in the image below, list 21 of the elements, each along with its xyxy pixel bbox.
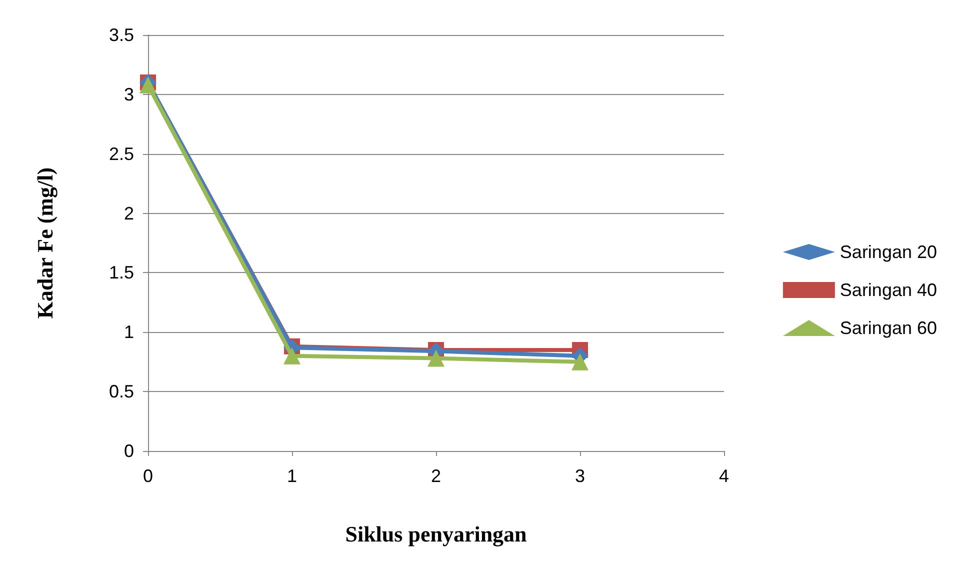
y-axis-title: Kadar Fe (mg/l) (32, 167, 58, 319)
y-tick-label: 3.5 (108, 25, 134, 45)
y-tick-label: 3 (124, 84, 134, 104)
legend-label: Saringan 20 (840, 242, 938, 262)
y-tick-label: 0.5 (108, 382, 134, 402)
x-axis-title: Siklus penyaringan (345, 522, 527, 546)
point (572, 353, 588, 370)
x-tick-label: 3 (574, 466, 586, 486)
point (284, 347, 300, 364)
legend-label: Saringan 40 (840, 280, 938, 300)
x-tick-label: 0 (142, 466, 154, 486)
x-tick-label: 1 (286, 466, 298, 486)
y-tick-label: 0 (124, 441, 134, 461)
y-tick-label: 1 (124, 322, 134, 342)
y-tick-label: 2.5 (108, 144, 134, 164)
y-tick-label: 1.5 (108, 262, 134, 283)
x-tick-label: 4 (718, 466, 730, 486)
point (428, 350, 444, 367)
y-tick-label: 2 (124, 203, 134, 224)
legend-label: Saringan 60 (840, 318, 938, 338)
x-tick-label: 2 (430, 466, 442, 486)
